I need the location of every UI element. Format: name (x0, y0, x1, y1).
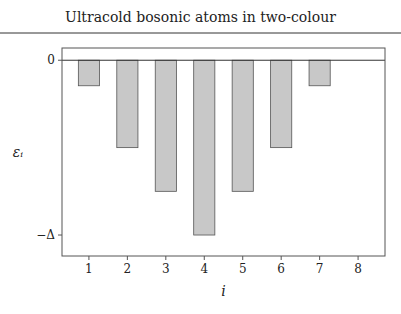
x-tick-label: 1 (85, 262, 93, 276)
x-tick (204, 256, 205, 260)
title-rule (0, 33, 401, 34)
x-tick-label: 4 (200, 262, 208, 276)
y-axis-label: εᵢ (13, 144, 24, 160)
zero-line (62, 60, 385, 61)
x-tick-label: 3 (162, 262, 170, 276)
x-tick-label: 8 (354, 262, 362, 276)
plot-frame (62, 48, 385, 256)
y-tick-label: 0 (47, 53, 55, 67)
x-tick-label: 2 (124, 262, 132, 276)
y-tick-label: −Δ (36, 228, 55, 242)
x-tick (242, 256, 243, 260)
y-tick (58, 235, 62, 236)
bar (271, 60, 292, 147)
x-tick-label: 5 (239, 262, 247, 276)
title: Ultracold bosonic atoms in two-colour (65, 9, 336, 25)
x-tick-label: 6 (277, 262, 285, 276)
bar (117, 60, 138, 147)
x-tick (88, 256, 89, 260)
bar (309, 60, 330, 86)
bar (155, 60, 176, 191)
x-tick (281, 256, 282, 260)
bar (78, 60, 99, 86)
x-tick-label: 7 (316, 262, 324, 276)
chart: Ultracold bosonic atoms in two-colour 1 2 3… (0, 0, 401, 314)
x-axis-label: i (221, 283, 225, 299)
x-tick (165, 256, 166, 260)
x-tick (319, 256, 320, 260)
y-tick (58, 60, 62, 61)
bars (78, 60, 330, 235)
x-tick (358, 256, 359, 260)
bar (232, 60, 253, 191)
bar (194, 60, 215, 235)
chart-container: Ultracold bosonic atoms in two-colour 1 2 3… (0, 0, 401, 314)
x-tick (127, 256, 128, 260)
